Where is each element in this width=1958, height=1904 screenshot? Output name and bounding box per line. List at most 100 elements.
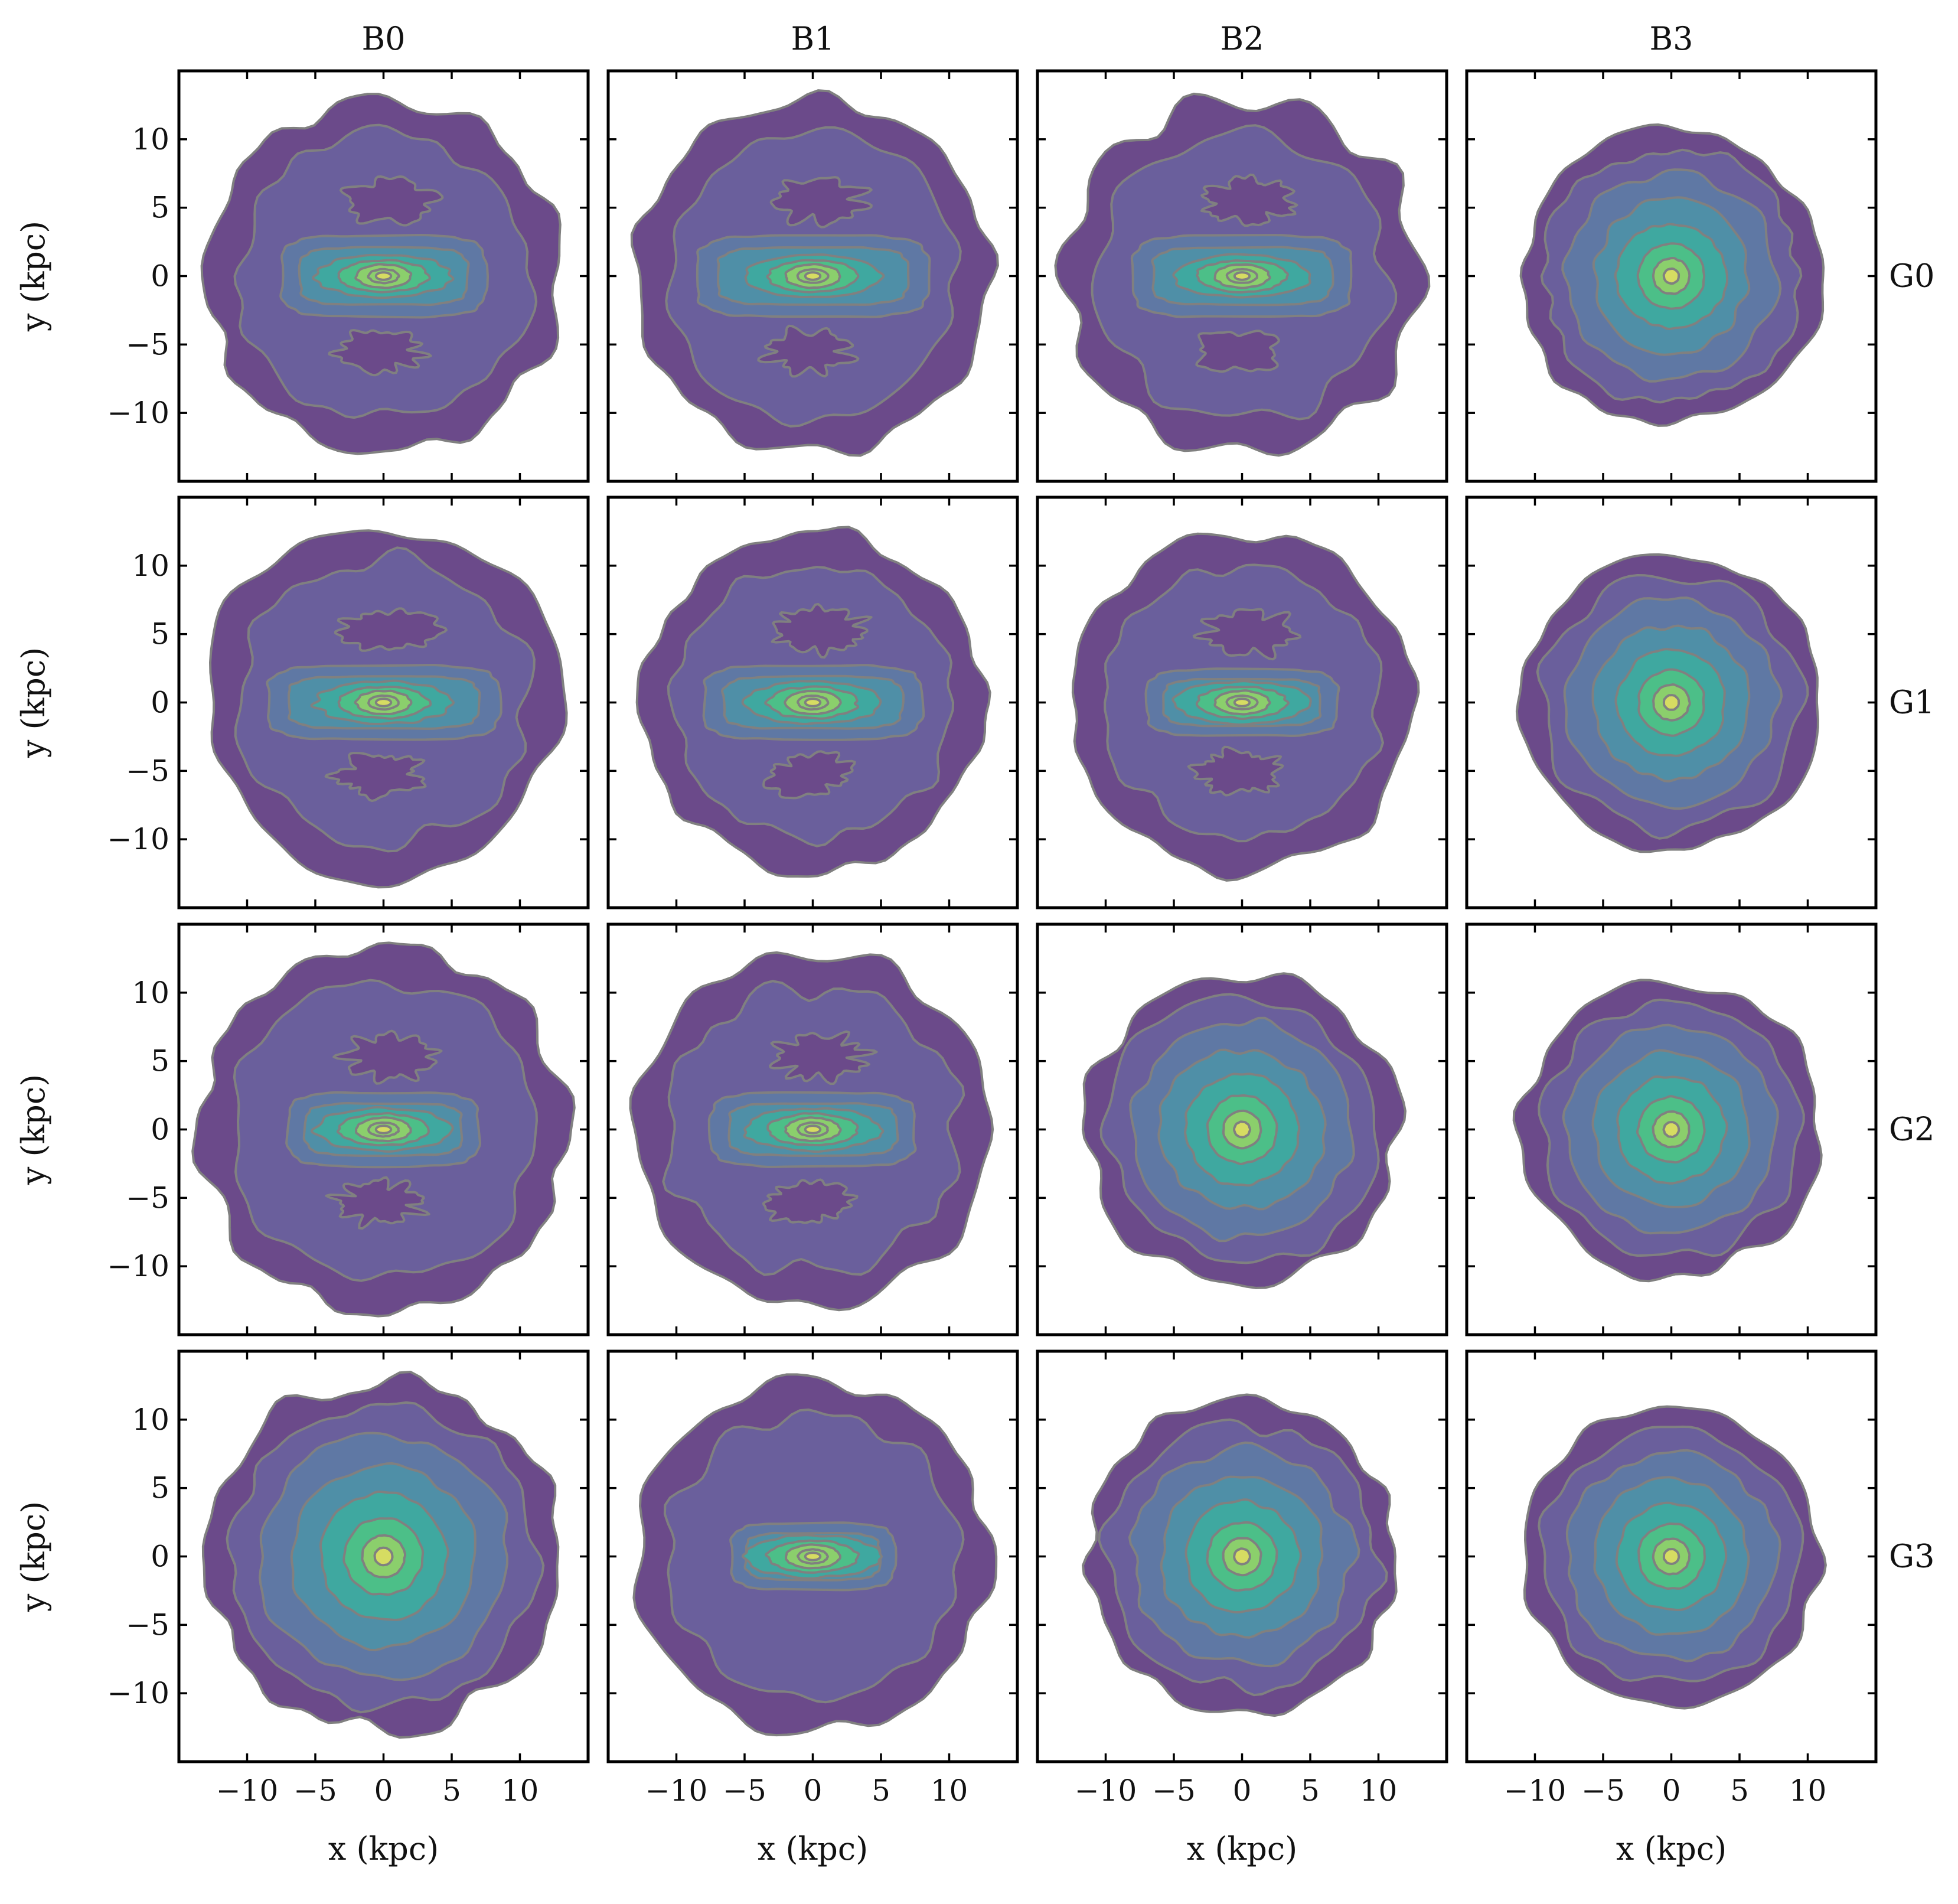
x-axis-label: x (kpc) [1187, 1830, 1297, 1867]
panel-g1-b1 [635, 526, 991, 878]
x-axis-label: x (kpc) [1616, 1830, 1727, 1867]
x-tick-label: −5 [723, 1773, 766, 1808]
contour-level-2 [771, 602, 873, 659]
contour-level-3 [757, 324, 860, 378]
contour-level-2 [1192, 608, 1302, 661]
contour-level-10 [1233, 697, 1251, 708]
x-tick-label: 5 [1301, 1773, 1320, 1808]
contour-level-2 [332, 1029, 443, 1085]
panel-g2-b3 [1512, 979, 1823, 1283]
x-tick-label: 5 [872, 1773, 890, 1808]
panel-g1-b0 [209, 529, 568, 889]
y-axis-label: y (kpc) [15, 647, 52, 758]
contour-level-2 [769, 176, 873, 229]
y-tick-label: −10 [107, 1249, 169, 1283]
row-title-g1: G1 [1889, 684, 1935, 721]
y-tick-label: 10 [132, 549, 169, 583]
contour-level-7 [1662, 1121, 1680, 1139]
contour-level-7 [1662, 1548, 1680, 1565]
panel-g2-b2 [1081, 972, 1407, 1289]
y-axis-label: y (kpc) [15, 1501, 52, 1612]
contour-level-3 [1195, 330, 1280, 373]
contour-level-7 [1233, 1547, 1251, 1566]
y-tick-label: −5 [126, 1608, 169, 1642]
y-tick-label: 0 [151, 259, 169, 294]
x-tick-label: 10 [1360, 1773, 1398, 1808]
y-tick-label: 5 [151, 191, 169, 225]
contour-level-3 [762, 1178, 859, 1224]
y-tick-label: 5 [151, 617, 169, 651]
x-tick-label: −5 [293, 1773, 337, 1808]
contour-level-3 [324, 752, 427, 803]
panel-g3-b2 [1082, 1393, 1398, 1717]
contour-level-7 [1662, 267, 1680, 285]
y-tick-label: −5 [126, 327, 169, 361]
contour-level-2 [1200, 173, 1298, 227]
x-tick-label: −5 [1581, 1773, 1625, 1808]
x-tick-label: −10 [1075, 1773, 1137, 1808]
column-title-b0: B0 [361, 20, 405, 57]
x-tick-label: 10 [1789, 1773, 1827, 1808]
panel-g0-b2 [1054, 92, 1431, 457]
x-tick-label: 0 [374, 1773, 393, 1808]
contour-level-10 [374, 271, 393, 281]
panel-g0-b3 [1519, 123, 1825, 427]
y-tick-label: 10 [132, 1403, 169, 1437]
x-axis-label: x (kpc) [328, 1830, 439, 1867]
contour-level-10 [1233, 271, 1251, 281]
contour-level-7 [1662, 694, 1680, 711]
contour-level-3 [325, 1176, 430, 1230]
y-tick-label: −10 [107, 822, 169, 856]
row-title-g3: G3 [1889, 1538, 1935, 1575]
x-tick-label: −10 [1504, 1773, 1567, 1808]
x-tick-label: 5 [1730, 1773, 1749, 1808]
y-tick-label: −5 [126, 1181, 169, 1215]
row-title-g0: G0 [1889, 257, 1935, 295]
column-title-b2: B2 [1220, 20, 1264, 57]
x-tick-label: 0 [1662, 1773, 1681, 1808]
y-tick-label: −5 [126, 754, 169, 788]
y-axis-label: y (kpc) [15, 1074, 52, 1185]
x-axis-label: x (kpc) [758, 1830, 868, 1867]
contour-level-8 [804, 1551, 822, 1561]
x-tick-label: −5 [1152, 1773, 1196, 1808]
panel-g3-b0 [201, 1371, 560, 1739]
panel-g3-b3 [1523, 1405, 1827, 1710]
contour-level-3 [1187, 745, 1284, 797]
y-tick-label: 0 [151, 1113, 169, 1147]
y-tick-label: 0 [151, 686, 169, 720]
y-tick-label: −10 [107, 1676, 169, 1710]
y-axis-label: y (kpc) [15, 221, 52, 332]
row-title-g2: G2 [1889, 1111, 1935, 1148]
contour-level-2 [339, 175, 444, 227]
column-title-b3: B3 [1649, 20, 1693, 57]
contour-level-10 [374, 1124, 393, 1134]
x-tick-label: 10 [931, 1773, 968, 1808]
contour-level-3 [762, 750, 856, 800]
panel-g2-b1 [629, 951, 994, 1312]
panel-g0-b1 [630, 89, 999, 457]
contour-level-7 [373, 1546, 394, 1567]
x-tick-label: −10 [645, 1773, 708, 1808]
contour-level-10 [374, 697, 393, 708]
panel-g3-b1 [632, 1373, 998, 1737]
y-tick-label: 10 [132, 976, 169, 1010]
panel-g0-b0 [200, 93, 562, 455]
y-tick-label: 5 [151, 1471, 169, 1505]
column-title-b1: B1 [791, 20, 834, 57]
panel-g1-b3 [1515, 553, 1819, 853]
x-tick-label: 0 [804, 1773, 823, 1808]
contour-level-2 [334, 607, 448, 652]
y-tick-label: −10 [107, 396, 169, 430]
x-tick-label: 0 [1233, 1773, 1252, 1808]
contour-level-10 [804, 271, 822, 281]
x-tick-label: −10 [216, 1773, 279, 1808]
contour-level-3 [328, 329, 432, 377]
contour-level-7 [1233, 1120, 1252, 1139]
contour-level-10 [804, 697, 822, 708]
y-tick-label: 10 [132, 122, 169, 157]
panel-g1-b2 [1071, 532, 1420, 882]
contour-level-2 [769, 1030, 878, 1085]
x-tick-label: 5 [442, 1773, 461, 1808]
